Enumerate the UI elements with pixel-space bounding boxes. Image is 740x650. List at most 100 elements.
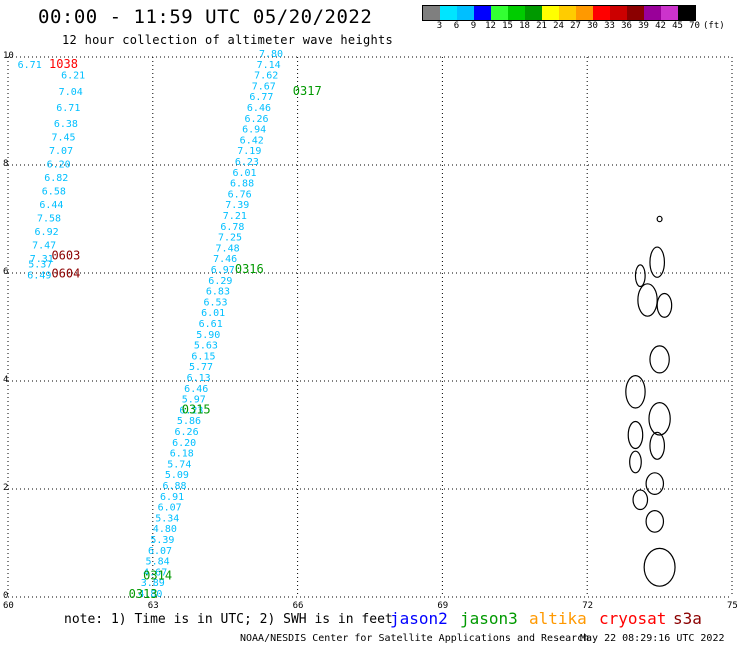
legend-swatch bbox=[627, 6, 644, 20]
island-outline bbox=[649, 246, 666, 278]
legend-tick-label: 45 bbox=[672, 21, 683, 31]
legend-tick-label: (ft) bbox=[703, 21, 725, 31]
island-outline bbox=[656, 215, 663, 223]
wave-height-label: 7.48 bbox=[216, 243, 240, 254]
wave-height-label: 6.83 bbox=[206, 287, 230, 298]
legend-swatch bbox=[678, 6, 695, 20]
y-tick-label: 0 bbox=[3, 591, 9, 601]
generated-timestamp: May 22 08:29:16 UTC 2022 bbox=[580, 633, 725, 644]
y-tick-label: 10 bbox=[3, 51, 14, 61]
pass-time-label: 0317 bbox=[293, 84, 322, 98]
color-legend bbox=[422, 5, 696, 21]
wave-height-label: 6.13 bbox=[187, 373, 211, 384]
pass-time-label: 1038 bbox=[49, 57, 78, 71]
legend-swatch bbox=[525, 6, 542, 20]
wave-height-label: 7.58 bbox=[37, 214, 61, 225]
wave-height-label: 6.07 bbox=[158, 503, 182, 514]
legend-swatch bbox=[542, 6, 559, 20]
legend-tick-label: 42 bbox=[655, 21, 666, 31]
legend-tick-label: 39 bbox=[638, 21, 649, 31]
legend-swatch bbox=[644, 6, 661, 20]
wave-height-label: 7.67 bbox=[252, 81, 276, 92]
wave-height-label: 5.90 bbox=[196, 330, 220, 341]
x-tick-label: 63 bbox=[147, 601, 159, 611]
island-outline bbox=[625, 374, 646, 409]
legend-swatch bbox=[508, 6, 525, 20]
island-outline bbox=[632, 489, 649, 511]
sat-jason3: jason3 bbox=[460, 609, 518, 628]
wave-height-label: 6.38 bbox=[54, 119, 78, 130]
legend-tick-label: 30 bbox=[587, 21, 598, 31]
wave-height-label: 7.62 bbox=[254, 71, 278, 82]
x-tick-label: 66 bbox=[292, 601, 304, 611]
legend-tick-label: 36 bbox=[621, 21, 632, 31]
sat-altika: altika bbox=[529, 609, 587, 628]
wave-height-label: 6.71 bbox=[18, 60, 42, 71]
wave-height-label: 6.49 bbox=[27, 270, 51, 281]
island-outline bbox=[645, 472, 665, 496]
pass-time-label: 0603 bbox=[51, 249, 80, 263]
legend-tick-label: 12 bbox=[485, 21, 496, 31]
wave-height-label: 6.76 bbox=[228, 189, 252, 200]
legend-tick-label: 15 bbox=[502, 21, 513, 31]
footer-note: note: 1) Time is in UTC; 2) SWH is in fe… bbox=[64, 612, 393, 627]
wave-height-label: 5.37 bbox=[28, 260, 52, 271]
wave-height-label: 6.94 bbox=[242, 125, 266, 136]
island-outline bbox=[649, 345, 670, 374]
wave-height-label: 4.80 bbox=[138, 589, 162, 600]
pass-time-label: 0604 bbox=[51, 266, 80, 280]
wave-height-label: 4.67 bbox=[143, 567, 167, 578]
wave-height-label: 5.84 bbox=[146, 557, 170, 568]
wave-height-label: 7.46 bbox=[213, 254, 237, 265]
wave-height-label: 6.01 bbox=[201, 308, 225, 319]
wave-height-label: 6.18 bbox=[170, 449, 194, 460]
wave-height-label: 6.77 bbox=[249, 92, 273, 103]
map-title: 00:00 - 11:59 UTC 05/20/2022 bbox=[38, 6, 373, 28]
pass-time-label: 0313 bbox=[129, 587, 158, 601]
legend-swatch bbox=[610, 6, 627, 20]
wave-height-label: 6.97 bbox=[211, 265, 235, 276]
legend-swatch bbox=[457, 6, 474, 20]
sat-cryosat: cryosat bbox=[599, 609, 667, 628]
sat-s3a: s3a bbox=[673, 609, 702, 628]
wave-height-label: 6.91 bbox=[160, 492, 184, 503]
legend-tick-label: 3 bbox=[436, 21, 443, 31]
sat-jason2: jason2 bbox=[390, 609, 448, 628]
x-tick-label: 69 bbox=[437, 601, 449, 611]
wave-height-label: 6.26 bbox=[245, 114, 269, 125]
y-tick-label: 8 bbox=[3, 159, 9, 169]
wave-height-label: 6.61 bbox=[199, 319, 223, 330]
island-outline bbox=[629, 450, 642, 474]
wave-height-label: 6.71 bbox=[56, 103, 80, 114]
y-tick-label: 2 bbox=[3, 483, 9, 493]
legend-swatch bbox=[576, 6, 593, 20]
legend-swatch bbox=[440, 6, 457, 20]
x-tick-label: 72 bbox=[582, 601, 594, 611]
wave-height-label: 6.29 bbox=[208, 276, 232, 287]
wave-height-label: 6.26 bbox=[175, 427, 199, 438]
wave-height-label: 7.25 bbox=[218, 233, 242, 244]
legend-swatch bbox=[593, 6, 610, 20]
island-outline bbox=[637, 283, 658, 317]
legend-tick-label: 9 bbox=[470, 21, 477, 31]
legend-tick-label: 6 bbox=[453, 21, 460, 31]
wave-height-label: 6.23 bbox=[179, 405, 203, 416]
island-outline bbox=[634, 264, 646, 288]
y-tick-label: 4 bbox=[3, 375, 9, 385]
wave-height-label: 6.23 bbox=[235, 157, 259, 168]
pass-time-label: 0316 bbox=[235, 262, 264, 276]
wave-height-label: 6.46 bbox=[247, 103, 271, 114]
wave-height-label: 6.15 bbox=[191, 351, 215, 362]
wave-height-label: 5.74 bbox=[167, 459, 191, 470]
legend-swatch bbox=[491, 6, 508, 20]
credit-line: NOAA/NESDIS Center for Satellite Applica… bbox=[240, 633, 590, 644]
x-tick-label: 75 bbox=[727, 601, 738, 611]
legend-swatch bbox=[559, 6, 576, 20]
wave-height-label: 6.58 bbox=[42, 187, 66, 198]
island-outline bbox=[643, 547, 676, 587]
legend-tick-label: 18 bbox=[519, 21, 530, 31]
legend-swatch bbox=[661, 6, 678, 20]
pass-time-label: 0314 bbox=[143, 569, 172, 583]
wave-height-label: 6.20 bbox=[47, 160, 71, 171]
island-outline bbox=[627, 420, 644, 450]
